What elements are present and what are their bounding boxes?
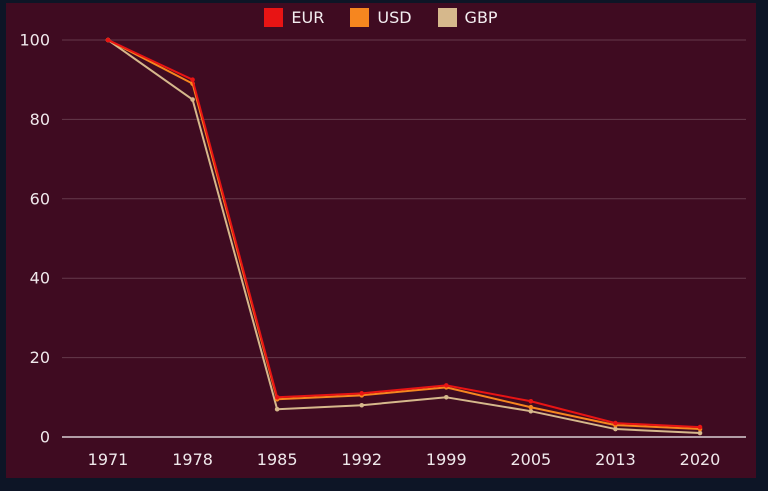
series-point-eur xyxy=(443,383,449,388)
series-point-gbp xyxy=(274,406,280,412)
x-tick-label: 1978 xyxy=(172,450,213,469)
series-point-eur xyxy=(528,398,534,404)
legend-label-eur: EUR xyxy=(291,8,325,27)
x-tick-label: 2020 xyxy=(680,450,721,469)
legend-label-usd: USD xyxy=(377,8,412,27)
series-point-gbp xyxy=(359,402,365,408)
series-point-eur xyxy=(697,424,703,430)
legend-item-eur[interactable]: EUR xyxy=(264,8,324,27)
series-point-usd xyxy=(528,404,534,410)
x-tick-label: 2013 xyxy=(595,450,636,469)
y-tick-label: 40 xyxy=(30,269,50,288)
x-tick-label: 2005 xyxy=(510,450,551,469)
series-point-eur xyxy=(359,391,365,396)
series-point-gbp xyxy=(528,408,534,414)
y-tick-label: 20 xyxy=(30,348,50,367)
legend-swatch-usd xyxy=(350,8,370,27)
legend-swatch-gbp xyxy=(437,8,457,27)
series-point-eur xyxy=(274,395,280,400)
series-point-gbp xyxy=(443,395,449,400)
series-point-eur xyxy=(190,77,195,82)
legend-item-gbp[interactable]: GBP xyxy=(437,8,498,27)
y-tick-label: 100 xyxy=(19,31,50,50)
y-tick-label: 60 xyxy=(30,189,50,208)
series-point-eur xyxy=(105,37,111,43)
x-tick-label: 1992 xyxy=(341,450,382,469)
chart-legend: EUR USD GBP xyxy=(6,8,756,27)
line-plot: 0 20 40 60 80 100 1971 1978 1985 1992 1999 2005 2013… xyxy=(19,31,746,469)
series-line-eur xyxy=(107,39,701,429)
legend-label-gbp: GBP xyxy=(464,8,498,27)
series-point-gbp xyxy=(697,430,703,436)
x-tick-label: 1985 xyxy=(257,450,298,469)
y-tick-label: 0 xyxy=(40,428,50,447)
series-point-gbp xyxy=(190,97,195,102)
x-tick-label: 1999 xyxy=(426,450,467,469)
y-tick-label: 80 xyxy=(30,110,50,129)
series-point-eur xyxy=(613,420,618,426)
currency-index-chart: EUR USD GBP 0 20 40 60 80 100 1971 1978 1985 1992 19… xyxy=(6,3,756,478)
series-line-gbp xyxy=(107,39,701,435)
series-point-gbp xyxy=(613,426,618,432)
x-tick-label: 1971 xyxy=(88,450,129,469)
legend-swatch-eur xyxy=(264,8,284,27)
legend-item-usd[interactable]: USD xyxy=(350,8,412,27)
